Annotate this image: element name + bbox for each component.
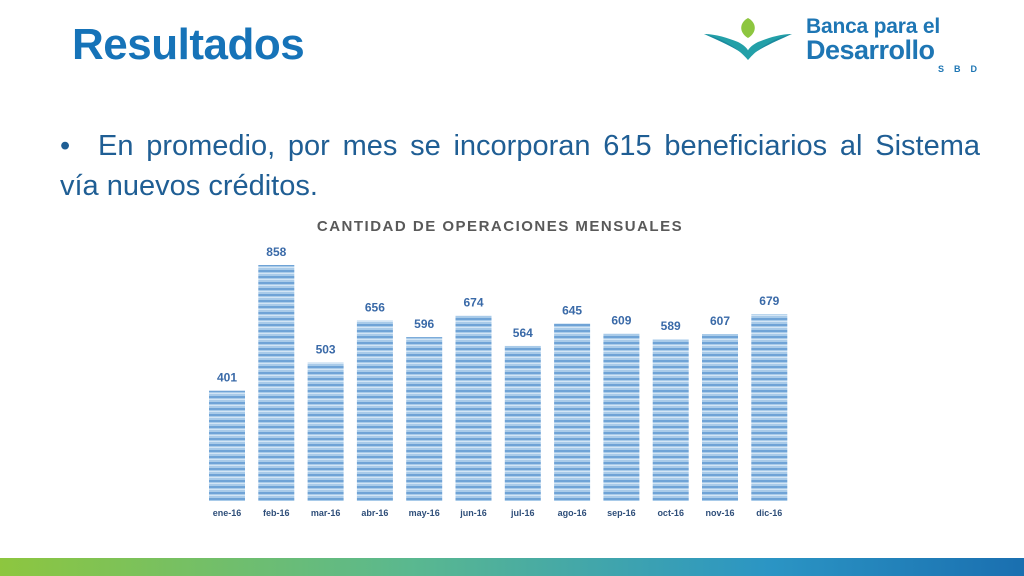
bar-nov-16 — [702, 334, 738, 501]
logo-line-3: SBD — [938, 64, 988, 74]
logo-wordmark: Banca para el Desarrollo SBD — [806, 16, 987, 74]
data-label-jul-16: 564 — [513, 326, 533, 340]
data-label-nov-16: 607 — [710, 314, 730, 328]
data-label-feb-16: 858 — [266, 245, 286, 259]
bar-jul-16 — [504, 345, 541, 501]
slide-title: Resultados — [72, 20, 305, 69]
tick-label-jun-16: jun-16 — [459, 508, 487, 518]
bar-oct-16 — [652, 339, 689, 501]
tick-label-jul-16: jul-16 — [510, 508, 535, 518]
bottom-gradient-bar — [0, 558, 1024, 576]
bar-ene-16 — [209, 390, 245, 501]
data-label-sep-16: 609 — [611, 314, 631, 328]
bar-dic-16 — [751, 314, 788, 501]
bullet-paragraph: • En promedio, por mes se incorporan 615 … — [60, 126, 980, 206]
data-label-abr-16: 656 — [365, 301, 385, 315]
data-label-mar-16: 503 — [316, 343, 336, 357]
tick-label-dic-16: dic-16 — [756, 508, 782, 518]
data-label-may-16: 596 — [414, 317, 434, 331]
data-label-ene-16: 401 — [217, 371, 237, 385]
bullet-marker: • — [60, 130, 71, 162]
tick-label-sep-16: sep-16 — [607, 508, 636, 518]
bar-ago-16 — [554, 323, 591, 501]
data-label-oct-16: 589 — [661, 319, 681, 333]
bank-logo: Banca para el Desarrollo SBD — [700, 14, 990, 78]
data-label-ago-16: 645 — [562, 304, 582, 318]
tick-label-feb-16: feb-16 — [263, 508, 290, 518]
tick-label-ago-16: ago-16 — [558, 508, 587, 518]
data-label-dic-16: 679 — [759, 294, 779, 308]
bar-jun-16 — [455, 315, 492, 501]
bar-sep-16 — [603, 333, 640, 501]
bar-mar-16 — [307, 362, 344, 501]
tick-label-nov-16: nov-16 — [705, 508, 734, 518]
bar-may-16 — [406, 337, 443, 501]
logo-leaf-icon — [704, 18, 792, 60]
logo-line-2: Desarrollo — [806, 35, 935, 65]
chart-title: CANTIDAD DE OPERACIONES MENSUALES — [316, 218, 684, 235]
tick-label-ene-16: ene-16 — [213, 508, 242, 518]
bar-abr-16 — [356, 320, 393, 501]
bar-feb-16 — [258, 265, 295, 501]
tick-label-may-16: may-16 — [409, 508, 440, 518]
data-label-jun-16: 674 — [463, 296, 483, 310]
logo-line-1: Banca para el — [806, 15, 940, 38]
tick-label-abr-16: abr-16 — [361, 508, 388, 518]
tick-label-oct-16: oct-16 — [657, 508, 684, 518]
tick-label-mar-16: mar-16 — [311, 508, 341, 518]
bullet-text: En promedio, por mes se incorporan 615 b… — [60, 130, 980, 202]
